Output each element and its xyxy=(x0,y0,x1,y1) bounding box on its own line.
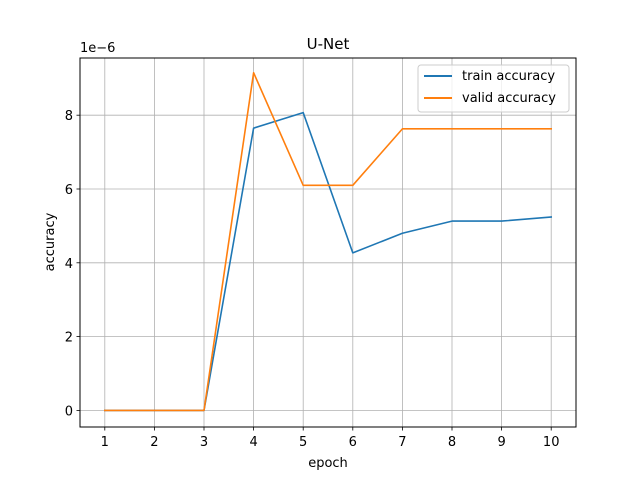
x-tick-label: 5 xyxy=(299,435,307,450)
y-tick-label: 2 xyxy=(65,331,73,346)
series-line-valid-accuracy xyxy=(104,71,553,412)
legend-label-train-accuracy: train accuracy xyxy=(462,69,555,84)
x-tick-label: 2 xyxy=(150,435,158,450)
plot-frame xyxy=(79,57,577,428)
grid xyxy=(80,58,576,427)
x-tick-label: 8 xyxy=(448,435,456,450)
legend-label-valid-accuracy: valid accuracy xyxy=(462,91,556,106)
x-tick-label: 6 xyxy=(349,435,357,450)
chart-title: U-Net xyxy=(307,35,350,53)
y-axis-offset-label: 1e−6 xyxy=(80,41,115,56)
y-tick-label: 8 xyxy=(65,109,73,124)
y-tick-label: 4 xyxy=(65,257,73,272)
x-tick-label: 9 xyxy=(497,435,505,450)
x-axis-ticks: 1 2 3 4 5 6 7 8 9 10 xyxy=(101,427,560,450)
x-tick-label: 10 xyxy=(543,435,560,450)
y-axis-ticks: 0 2 4 6 8 xyxy=(65,109,80,419)
legend-box xyxy=(417,64,570,113)
series-lines xyxy=(104,71,553,412)
legend: train accuracy valid accuracy xyxy=(417,64,570,113)
x-axis-label: epoch xyxy=(308,456,348,471)
y-axis-label: accuracy xyxy=(43,212,58,271)
x-tick-label: 4 xyxy=(249,435,257,450)
x-tick-label: 7 xyxy=(398,435,406,450)
y-tick-label: 0 xyxy=(65,404,73,419)
x-tick-label: 3 xyxy=(200,435,208,450)
y-tick-label: 6 xyxy=(65,183,73,198)
x-tick-label: 1 xyxy=(101,435,109,450)
